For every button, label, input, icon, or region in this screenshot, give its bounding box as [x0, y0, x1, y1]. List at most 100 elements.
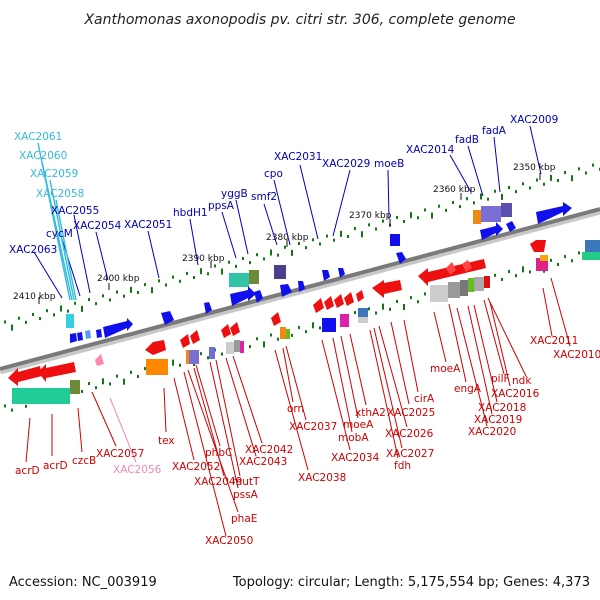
- gene-label-XAC2016[interactable]: XAC2016: [491, 388, 540, 400]
- gene-label-cpo[interactable]: cpo: [264, 168, 283, 180]
- gene-label-XAC2058[interactable]: XAC2058: [36, 188, 84, 200]
- gene-label-XAC2034[interactable]: XAC2034: [331, 452, 380, 464]
- forward-gene[interactable]: [103, 318, 133, 338]
- gene-label-engA[interactable]: engA: [454, 383, 482, 395]
- forward-gene[interactable]: [501, 203, 512, 217]
- reverse-gene[interactable]: [372, 280, 402, 298]
- gene-label-cirA[interactable]: cirA: [414, 393, 435, 405]
- gene-label-XAC2014[interactable]: XAC2014: [406, 144, 455, 156]
- gene-label-mutT[interactable]: mutT: [232, 476, 260, 488]
- gene-label-XAC2042[interactable]: XAC2042: [245, 444, 293, 456]
- forward-gene[interactable]: [322, 270, 330, 281]
- gene-label-XAC2060[interactable]: XAC2060: [19, 150, 67, 162]
- forward-gene[interactable]: [96, 329, 102, 338]
- gene-label-hbdH1[interactable]: hbdH1: [173, 207, 208, 219]
- reverse-gene[interactable]: [38, 362, 76, 382]
- gene-label-XAC2061[interactable]: XAC2061: [14, 131, 62, 143]
- gene-label-fadB[interactable]: fadB: [455, 134, 479, 146]
- reverse-gene[interactable]: [344, 292, 354, 306]
- gene-label-XAC2054[interactable]: XAC2054: [73, 220, 122, 232]
- gene-label-fdh[interactable]: fdh: [394, 460, 411, 472]
- gene-label-phaE[interactable]: phaE: [231, 513, 257, 525]
- forward-gene[interactable]: [204, 302, 212, 314]
- forward-gene[interactable]: [280, 284, 292, 297]
- forward-gene[interactable]: [340, 314, 349, 327]
- gene-label-moeA-1[interactable]: moeA: [430, 363, 461, 375]
- gene-label-tex[interactable]: tex: [158, 435, 175, 447]
- reverse-gene[interactable]: [209, 347, 215, 359]
- gene-label-XAC2050[interactable]: XAC2050: [205, 535, 253, 547]
- forward-gene[interactable]: [66, 314, 74, 328]
- gene-label-XAC2025[interactable]: XAC2025: [387, 407, 435, 419]
- reverse-gene[interactable]: [334, 294, 344, 308]
- gene-label-XAC2043[interactable]: XAC2043: [239, 456, 287, 468]
- forward-gene[interactable]: [229, 273, 249, 287]
- forward-gene[interactable]: [390, 234, 400, 246]
- gene-label-XAC2026[interactable]: XAC2026: [385, 428, 434, 440]
- reverse-gene[interactable]: [226, 342, 234, 354]
- forward-gene[interactable]: [85, 330, 91, 339]
- gene-label-XAC2059[interactable]: XAC2059: [30, 168, 78, 180]
- gene-label-XAC2051[interactable]: XAC2051: [124, 219, 172, 231]
- forward-gene[interactable]: [338, 268, 345, 278]
- gene-label-ppsA[interactable]: ppsA: [208, 200, 235, 212]
- gene-label-XAC2055[interactable]: XAC2055: [51, 205, 99, 217]
- reverse-gene[interactable]: [356, 290, 364, 302]
- reverse-gene[interactable]: [530, 240, 546, 252]
- reverse-gene[interactable]: [430, 285, 448, 302]
- gene-label-XAC2049[interactable]: XAC2049: [194, 476, 242, 488]
- gene-label-XAC2056[interactable]: XAC2056: [113, 464, 162, 476]
- forward-gene[interactable]: [161, 311, 174, 325]
- gene-label-xthA2[interactable]: xthA2: [355, 407, 386, 419]
- reverse-gene[interactable]: [582, 252, 600, 260]
- gene-label-XAC2038[interactable]: XAC2038: [298, 472, 346, 484]
- gene-label-XAC2018[interactable]: XAC2018: [478, 402, 526, 414]
- forward-gene[interactable]: [536, 202, 572, 224]
- gene-label-cycM[interactable]: cycM: [46, 228, 73, 240]
- gene-label-ndk[interactable]: ndk: [512, 375, 532, 387]
- gene-label-XAC2009[interactable]: XAC2009: [510, 114, 558, 126]
- gene-label-XAC2057[interactable]: XAC2057: [96, 448, 144, 460]
- forward-gene[interactable]: [77, 332, 83, 341]
- reverse-gene[interactable]: [448, 282, 460, 298]
- reverse-gene[interactable]: [468, 278, 474, 292]
- gene-label-phbC[interactable]: phbC: [205, 447, 232, 459]
- gene-label-XAC2019[interactable]: XAC2019: [474, 414, 522, 426]
- gene-label-XAC2063[interactable]: XAC2063: [9, 244, 57, 256]
- reverse-gene[interactable]: [271, 312, 281, 326]
- reverse-gene[interactable]: [462, 260, 472, 272]
- forward-gene[interactable]: [480, 222, 503, 240]
- reverse-gene[interactable]: [324, 296, 334, 310]
- reverse-gene[interactable]: [8, 366, 42, 386]
- reverse-gene[interactable]: [70, 380, 80, 394]
- reverse-gene[interactable]: [190, 330, 200, 344]
- forward-gene[interactable]: [506, 221, 516, 232]
- forward-gene[interactable]: [230, 286, 256, 306]
- forward-gene[interactable]: [274, 265, 286, 279]
- gene-label-yggB[interactable]: yggB: [221, 188, 248, 200]
- gene-label-czcB[interactable]: czcB: [72, 455, 96, 467]
- gene-label-acrD-1[interactable]: acrD: [15, 465, 40, 477]
- forward-gene[interactable]: [322, 318, 336, 332]
- reverse-gene[interactable]: [146, 359, 168, 375]
- forward-gene[interactable]: [254, 290, 263, 303]
- gene-label-pssA[interactable]: pssA: [233, 489, 259, 501]
- forward-gene[interactable]: [70, 333, 77, 343]
- reverse-gene[interactable]: [286, 329, 290, 339]
- gene-label-fadA[interactable]: fadA: [482, 125, 507, 137]
- gene-label-XAC2020[interactable]: XAC2020: [468, 426, 516, 438]
- reverse-gene[interactable]: [234, 340, 240, 352]
- forward-gene[interactable]: [358, 308, 368, 317]
- reverse-gene[interactable]: [460, 280, 468, 296]
- reverse-gene[interactable]: [95, 354, 104, 366]
- reverse-gene[interactable]: [145, 340, 166, 355]
- forward-gene[interactable]: [396, 252, 406, 264]
- reverse-gene[interactable]: [585, 240, 600, 252]
- forward-gene[interactable]: [298, 281, 305, 292]
- reverse-gene[interactable]: [484, 276, 490, 288]
- reverse-gene[interactable]: [240, 341, 244, 353]
- reverse-gene[interactable]: [12, 388, 70, 404]
- reverse-gene[interactable]: [230, 322, 240, 336]
- gene-label-moeA-2[interactable]: moeA: [343, 419, 374, 431]
- gene-label-acrD-2[interactable]: acrD: [43, 460, 68, 472]
